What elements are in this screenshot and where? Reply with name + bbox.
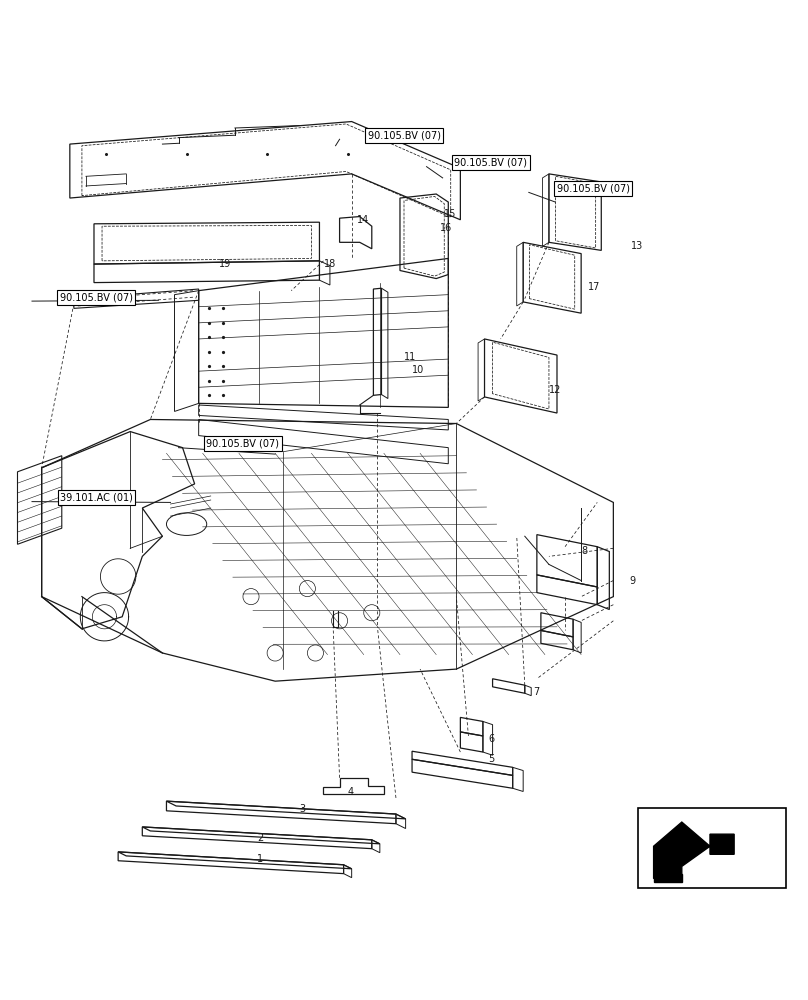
Text: 17: 17 <box>587 282 600 292</box>
Text: 90.105.BV (07): 90.105.BV (07) <box>60 292 133 302</box>
Text: 90.105.BV (07): 90.105.BV (07) <box>454 158 528 168</box>
Text: 2: 2 <box>258 833 263 843</box>
Text: 90.105.BV (07): 90.105.BV (07) <box>368 130 440 140</box>
Text: 6: 6 <box>489 734 494 744</box>
Polygon shape <box>654 874 682 882</box>
Text: 19: 19 <box>219 259 231 269</box>
Text: 5: 5 <box>489 754 494 764</box>
Text: 13: 13 <box>631 241 643 251</box>
Text: 12: 12 <box>549 385 562 395</box>
Text: 16: 16 <box>440 223 452 233</box>
Polygon shape <box>654 822 734 878</box>
FancyBboxPatch shape <box>638 808 786 888</box>
Text: 3: 3 <box>299 804 305 814</box>
Text: 1: 1 <box>258 854 263 864</box>
Text: 4: 4 <box>347 787 354 797</box>
Text: 7: 7 <box>532 687 539 697</box>
Text: 39.101.AC (01): 39.101.AC (01) <box>60 493 133 503</box>
Text: 10: 10 <box>412 365 424 375</box>
Text: 18: 18 <box>323 259 336 269</box>
Text: 8: 8 <box>581 546 587 556</box>
Text: 15: 15 <box>444 209 457 219</box>
Text: 9: 9 <box>629 576 636 586</box>
Text: 90.105.BV (07): 90.105.BV (07) <box>207 439 280 449</box>
Text: 11: 11 <box>404 352 416 362</box>
Text: 90.105.BV (07): 90.105.BV (07) <box>557 183 629 193</box>
Text: 14: 14 <box>357 215 369 225</box>
